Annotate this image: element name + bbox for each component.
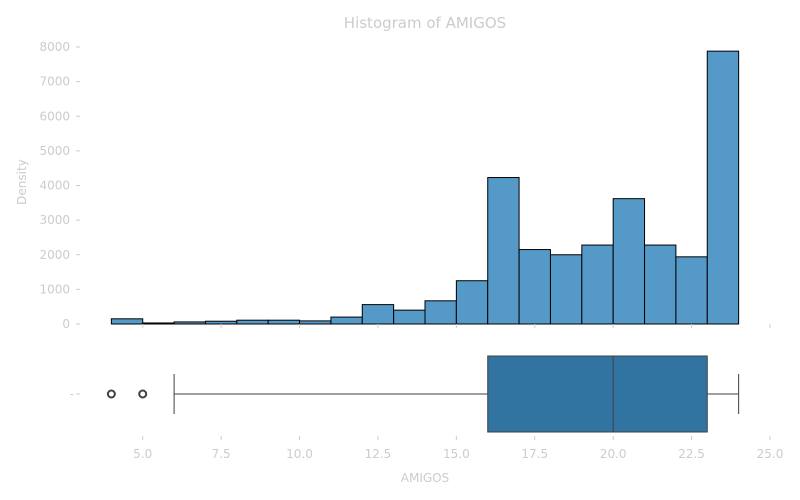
boxplot-y-ticks: - xyxy=(70,387,80,401)
y-axis-label: Density xyxy=(15,159,29,205)
outlier-point-0 xyxy=(106,389,116,399)
histogram-y-ticks: 0 1000 2000 3000 4000 5000 6000 7000 8000 xyxy=(39,40,80,331)
histogram-bar-7 xyxy=(330,316,363,325)
x-tick-label-1: 7.5 xyxy=(212,447,231,461)
histogram-bar-2 xyxy=(173,321,206,325)
y-tick-label-3: 3000 xyxy=(39,213,70,227)
y-tick-label-5: 5000 xyxy=(39,144,70,158)
histogram-bar-0 xyxy=(110,318,144,325)
x-tick-label-8: 25.0 xyxy=(757,447,784,461)
boxplot xyxy=(106,355,740,433)
histogram-bar-15 xyxy=(581,244,614,325)
histogram-bar-18 xyxy=(675,256,708,325)
x-tick-label-5: 17.5 xyxy=(521,447,548,461)
histogram-bar-9 xyxy=(393,309,426,325)
histogram-bar-12 xyxy=(487,177,520,325)
histogram-bar-8 xyxy=(361,304,395,325)
histogram-bar-10 xyxy=(424,300,457,325)
histogram-bar-17 xyxy=(644,244,677,325)
outlier-point-1 xyxy=(138,389,148,399)
histogram-bar-6 xyxy=(299,320,332,325)
histogram-bars xyxy=(110,50,740,325)
histogram-bar-19 xyxy=(706,50,740,325)
y-tick-label-2: 2000 xyxy=(39,248,70,262)
y-tick-label-6: 6000 xyxy=(39,109,70,123)
histogram-bar-16 xyxy=(612,198,646,325)
y-tick-label-4: 4000 xyxy=(39,179,70,193)
box-y-tick-label: - xyxy=(70,387,74,401)
x-tick-label-4: 15.0 xyxy=(443,447,470,461)
x-tick-label-6: 20.0 xyxy=(600,447,627,461)
y-tick-label-8: 8000 xyxy=(39,40,70,54)
box-iqr xyxy=(487,355,708,433)
histogram-bar-11 xyxy=(455,280,489,325)
histogram-bar-1 xyxy=(142,322,175,325)
histogram-bar-4 xyxy=(236,319,269,325)
y-tick-label-0: 0 xyxy=(62,317,70,331)
y-tick-label-1: 1000 xyxy=(39,282,70,296)
histogram-x-ticks xyxy=(142,324,771,328)
x-tick-label-7: 22.5 xyxy=(678,447,705,461)
y-tick-label-7: 7000 xyxy=(39,75,70,89)
x-tick-label-0: 5.0 xyxy=(133,447,152,461)
histogram-bar-13 xyxy=(518,249,551,325)
x-tick-label-3: 12.5 xyxy=(365,447,392,461)
chart-title: Histogram of AMIGOS xyxy=(344,14,506,32)
x-axis-label: AMIGOS xyxy=(401,471,449,485)
histogram-bar-14 xyxy=(549,254,583,325)
x-tick-label-2: 10.0 xyxy=(286,447,313,461)
boxplot-x-ticks: 5.0 7.5 10.0 12.5 15.0 17.5 20.0 22.5 25.0 xyxy=(133,436,783,461)
histogram-bar-3 xyxy=(204,320,238,325)
histogram-bar-5 xyxy=(267,319,301,325)
